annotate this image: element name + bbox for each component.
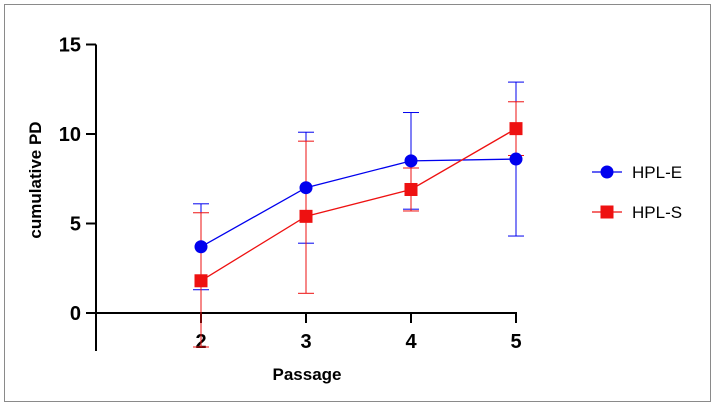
data-point-HPL-S — [299, 209, 313, 223]
data-point-HPL-E — [299, 181, 313, 195]
legend-marker-HPL-E — [600, 165, 614, 179]
data-point-HPL-S — [509, 122, 523, 136]
data-point-HPL-E — [194, 240, 208, 254]
data-point-HPL-E — [404, 154, 418, 168]
legend-marker-HPL-S — [600, 205, 614, 219]
y-tick-label: 15 — [59, 35, 81, 57]
x-axis-title: Passage — [273, 365, 342, 384]
legend: HPL-E HPL-S — [592, 163, 682, 222]
x-tick-label: 4 — [405, 331, 417, 353]
series-lines — [200, 128, 517, 282]
data-point-HPL-S — [404, 182, 418, 196]
series-markers — [194, 122, 523, 288]
error-bars — [193, 81, 524, 348]
x-tick-label: 3 — [300, 331, 311, 353]
y-tick-label: 5 — [70, 214, 81, 236]
data-point-HPL-S — [194, 274, 208, 288]
series-line-HPL-S — [200, 128, 517, 282]
x-tick-label: 5 — [510, 331, 521, 353]
legend-label-HPL-E: HPL-E — [632, 163, 682, 182]
y-tick-label: 10 — [59, 124, 81, 146]
legend-label-HPL-S: HPL-S — [632, 203, 682, 222]
y-axis-title: cumulative PD — [26, 121, 45, 238]
data-point-HPL-E — [509, 152, 523, 166]
y-tick-label: 0 — [70, 303, 81, 325]
series-line-HPL-E — [200, 158, 517, 248]
